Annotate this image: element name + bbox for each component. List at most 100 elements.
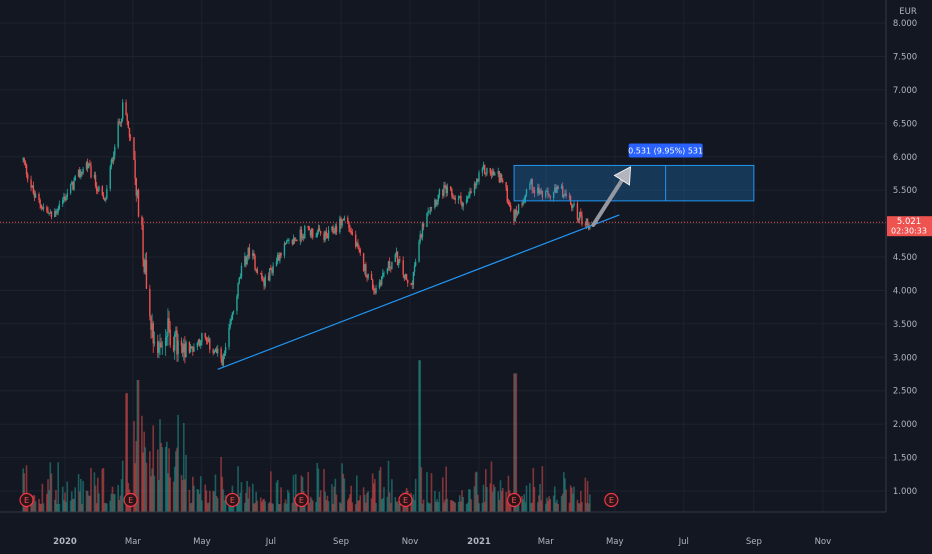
volume-bar (576, 499, 579, 512)
candle-body (32, 185, 35, 194)
candle-body (299, 229, 301, 242)
volume-bar (151, 468, 153, 512)
candle-body (437, 194, 439, 202)
candle-body (42, 207, 45, 209)
time-tick-label: Jul (678, 537, 689, 547)
candle-body (205, 337, 208, 341)
projection-arrow-head[interactable] (613, 166, 632, 186)
candle-body (64, 196, 66, 201)
volume-bar (343, 478, 346, 512)
projection-arrow-shaft[interactable] (591, 178, 624, 227)
trendline[interactable] (217, 214, 620, 370)
candle-body (466, 196, 469, 200)
volume-bar (193, 485, 195, 512)
candle-body (568, 196, 571, 197)
candle-body (399, 259, 401, 261)
volume-bar (388, 492, 391, 512)
candle-body (65, 196, 67, 201)
volume-bar (570, 487, 573, 512)
candle-body (189, 346, 192, 353)
candle-body (270, 268, 272, 270)
candle-body (63, 196, 65, 200)
volume-bar (201, 500, 203, 512)
earnings-marker[interactable] (506, 492, 522, 508)
volume-bar (429, 503, 432, 512)
candle-body (158, 347, 160, 353)
candle-body (454, 197, 456, 200)
candle-body (394, 254, 396, 263)
volume-bar (133, 421, 135, 512)
candle-body (222, 356, 225, 366)
volume-bar (199, 476, 202, 512)
volume-bar (121, 460, 124, 512)
volume-bar (539, 483, 541, 512)
volume-bar (263, 498, 265, 512)
candle-body (573, 203, 575, 206)
candle-body (355, 234, 357, 247)
candle-body (301, 236, 304, 239)
volume-bar (46, 493, 48, 512)
candle-body (350, 230, 352, 233)
volume-bar (255, 491, 257, 512)
earnings-marker[interactable] (604, 492, 619, 508)
candle-body (174, 334, 176, 351)
candle-body (514, 209, 516, 222)
volume-bar (470, 499, 472, 512)
volume-bar (523, 494, 526, 512)
volume-bar (262, 499, 264, 512)
earnings-marker[interactable] (398, 492, 413, 508)
candle-body (287, 240, 289, 241)
volume-bar (530, 503, 532, 512)
volume-bar (221, 476, 224, 512)
volume-bar (311, 500, 314, 512)
earnings-marker[interactable] (19, 492, 34, 508)
volume-bar (586, 480, 589, 512)
volume-bar (259, 497, 262, 512)
volume-bar (119, 495, 122, 512)
candle-body (584, 224, 587, 226)
price-tick-label: 6.000 (893, 153, 917, 163)
time-tick-label: Jul (265, 537, 276, 547)
candle-body (302, 236, 305, 238)
volume-bar (310, 498, 313, 512)
candle-body (334, 226, 337, 233)
candle-body (445, 185, 447, 194)
candle-body (121, 102, 124, 119)
candle-body (112, 155, 115, 162)
candle-body (565, 193, 567, 197)
candle-body (261, 273, 263, 279)
volume-bar (285, 503, 288, 512)
candle-body (407, 279, 409, 284)
volume-bar (204, 484, 207, 512)
volume-bar (158, 480, 160, 512)
time-axis-panel[interactable] (0, 512, 932, 550)
volume-bar (444, 499, 446, 512)
candle-body (517, 204, 520, 214)
earnings-marker[interactable] (123, 492, 138, 508)
candle-body (429, 206, 432, 211)
volume-bar (357, 500, 359, 512)
candle-body (308, 227, 311, 230)
price-axis-panel[interactable] (886, 0, 932, 550)
candle-body (362, 253, 365, 271)
volume-bar (89, 495, 91, 512)
last-price-badge: 5.021 02:30:33 (887, 216, 932, 237)
candle-body (521, 204, 523, 206)
volume-bar (323, 468, 325, 512)
volume-bar (499, 480, 502, 512)
volume-bar (515, 373, 518, 512)
candle-body (215, 349, 218, 354)
candle-body (509, 205, 512, 211)
earnings-marker[interactable] (225, 492, 240, 508)
candle-body (525, 189, 528, 195)
volume-bar (175, 451, 177, 512)
earnings-marker-label: E (299, 496, 304, 505)
volume-bar (492, 484, 495, 512)
earnings-marker[interactable] (294, 492, 309, 508)
volume-bar (548, 496, 550, 512)
price-range-box[interactable] (513, 164, 755, 202)
candle-body (457, 197, 460, 200)
candle-body (364, 264, 366, 271)
